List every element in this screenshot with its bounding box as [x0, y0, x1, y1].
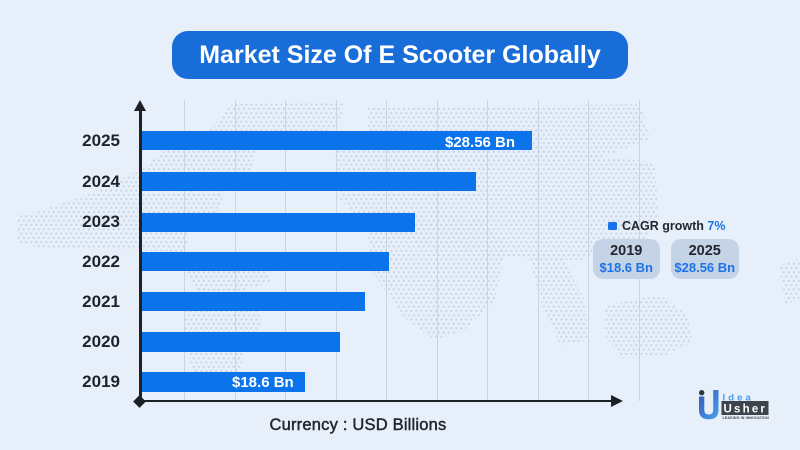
svg-text:Usher: Usher [724, 404, 768, 416]
svg-text:LEADING IN INNOVATION: LEADING IN INNOVATION [723, 416, 770, 420]
svg-text:Idea: Idea [723, 393, 754, 404]
